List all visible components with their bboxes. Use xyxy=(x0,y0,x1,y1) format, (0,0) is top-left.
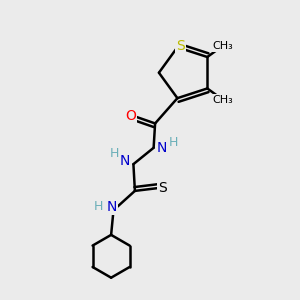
Text: N: N xyxy=(157,141,167,155)
Text: H: H xyxy=(168,136,178,149)
Text: S: S xyxy=(177,39,185,53)
Text: H: H xyxy=(110,147,119,160)
Text: O: O xyxy=(125,109,136,123)
Text: S: S xyxy=(158,181,167,195)
Text: N: N xyxy=(120,154,130,168)
Text: CH₃: CH₃ xyxy=(213,95,233,105)
Text: H: H xyxy=(93,200,103,213)
Text: CH₃: CH₃ xyxy=(213,40,233,51)
Text: N: N xyxy=(106,200,117,214)
